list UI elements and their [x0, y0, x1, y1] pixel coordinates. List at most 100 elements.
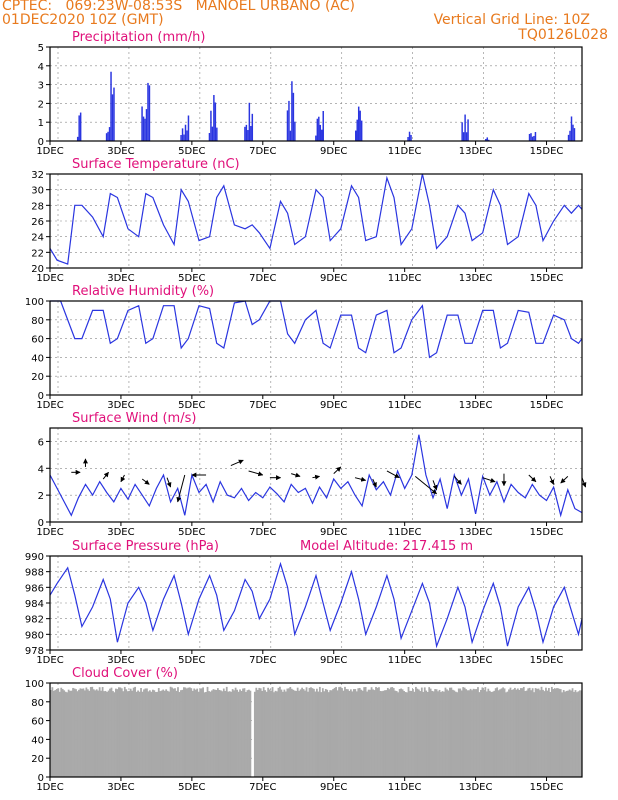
- cloud-bar: [415, 686, 417, 777]
- cloud-bar: [457, 688, 460, 777]
- wind-arrow: [312, 474, 321, 480]
- cloud-bar: [58, 691, 61, 777]
- y-tick-label: 2: [38, 99, 44, 110]
- cloud-bar: [338, 687, 340, 777]
- cloud-bar: [261, 690, 264, 777]
- cloud-bars: [50, 686, 583, 777]
- x-tick-label: 15DEC: [530, 782, 564, 793]
- precip-bar: [214, 102, 217, 141]
- y-tick-label: 1: [38, 118, 44, 129]
- cloud-bar: [341, 688, 343, 777]
- cloud-bar: [228, 691, 231, 777]
- precip-bar: [294, 121, 296, 141]
- cloud-bar: [366, 691, 369, 777]
- cloud-bar: [144, 688, 147, 777]
- cloud-bar: [534, 688, 537, 777]
- cloud-bar: [573, 691, 575, 777]
- cloud-bar: [154, 692, 157, 777]
- precip-bar: [485, 138, 487, 141]
- cloud-bar: [98, 687, 101, 777]
- cloud-bar: [184, 687, 187, 777]
- cloud-bar: [292, 689, 295, 777]
- cloud-bar: [409, 690, 411, 777]
- cloud-bar: [67, 689, 70, 777]
- y-tick-label: 980: [25, 630, 44, 641]
- precip-bar: [315, 135, 317, 141]
- series-line: [49, 173, 583, 265]
- cloud-bar: [103, 691, 105, 777]
- cloud-bar: [330, 690, 333, 777]
- cloud-bar: [174, 688, 176, 777]
- y-tick-label: 978: [25, 646, 44, 657]
- cloud-bar: [163, 690, 166, 777]
- panel-4: 978 980 982 984 986 988 990 1DEC 3DEC 5DEC 7DEC 9DE…: [25, 539, 583, 666]
- cloud-bar: [116, 689, 119, 777]
- cloud-bar: [203, 692, 206, 777]
- panel-title: Precipitation (mm/h): [72, 30, 205, 45]
- precip-bar: [486, 137, 489, 141]
- cloud-bar: [552, 688, 555, 777]
- cloud-bar: [258, 687, 261, 777]
- cloud-bar: [332, 689, 335, 777]
- precip-bar: [111, 94, 114, 141]
- x-tick-label: 15DEC: [530, 655, 564, 666]
- cloud-bar: [536, 688, 538, 777]
- x-tick-label: 15DEC: [530, 146, 564, 157]
- cloud-bar: [568, 689, 571, 777]
- cloud-bar: [101, 687, 104, 777]
- y-tick-label: 2: [38, 491, 44, 502]
- cloud-bar: [395, 691, 398, 777]
- cloud-bar: [392, 688, 395, 777]
- cloud-bar: [412, 689, 414, 777]
- cloud-bar: [123, 686, 126, 777]
- cloud-bar: [307, 691, 309, 777]
- y-tick-label: 0: [38, 518, 44, 529]
- cloud-bar: [57, 688, 60, 777]
- y-tick-label: 100: [25, 679, 44, 690]
- x-tick-label: 9DEC: [320, 400, 347, 411]
- cloud-bar: [206, 686, 209, 777]
- cloud-bar: [191, 690, 194, 777]
- cloud-bar: [128, 690, 131, 777]
- precip-bar: [183, 134, 185, 141]
- cloud-bar: [531, 688, 534, 777]
- cloud-bar: [503, 688, 506, 777]
- cloud-bar: [446, 689, 448, 777]
- cloud-bar: [521, 688, 524, 777]
- cloud-bar: [63, 690, 66, 777]
- y-tick-label: 4: [38, 62, 44, 73]
- cloud-bar: [379, 690, 382, 777]
- wind-arrows: [71, 458, 587, 503]
- precip-bar: [250, 126, 252, 141]
- precip-bar: [244, 126, 246, 141]
- cloud-bar: [420, 687, 423, 777]
- cloud-bar: [342, 690, 345, 777]
- cloud-bar: [500, 688, 503, 777]
- cloud-bar: [491, 691, 494, 777]
- cloud-bar: [115, 688, 117, 777]
- cloud-bar: [407, 686, 410, 777]
- cloud-bar: [352, 689, 355, 777]
- cloud-bar: [277, 687, 280, 777]
- cloud-bar: [417, 689, 420, 777]
- cloud-bar: [178, 692, 181, 777]
- precip-bar: [208, 132, 211, 141]
- precip-bar: [533, 135, 535, 141]
- cloud-bar: [361, 690, 364, 777]
- cloud-bar: [347, 689, 349, 777]
- cloud-bar: [236, 689, 238, 777]
- cloud-bar: [159, 691, 162, 777]
- y-tick-label: 28: [31, 201, 44, 212]
- cloud-bar: [100, 690, 103, 777]
- precip-bar: [319, 124, 322, 141]
- cloud-bar: [485, 691, 488, 777]
- precip-bar: [187, 115, 190, 141]
- wind-arrow: [560, 475, 569, 484]
- cloud-bar: [363, 687, 366, 777]
- y-tick-label: 6: [38, 437, 44, 448]
- cloud-bar: [240, 690, 243, 777]
- wind-arrow: [414, 475, 437, 495]
- y-tick-label: 5: [38, 43, 44, 54]
- cloud-bar: [450, 687, 453, 777]
- panel-2: 0 20 40 60 80 100 1DEC 3DEC 5DEC 7DEC 9DEC 11DEC 13D…: [25, 284, 583, 411]
